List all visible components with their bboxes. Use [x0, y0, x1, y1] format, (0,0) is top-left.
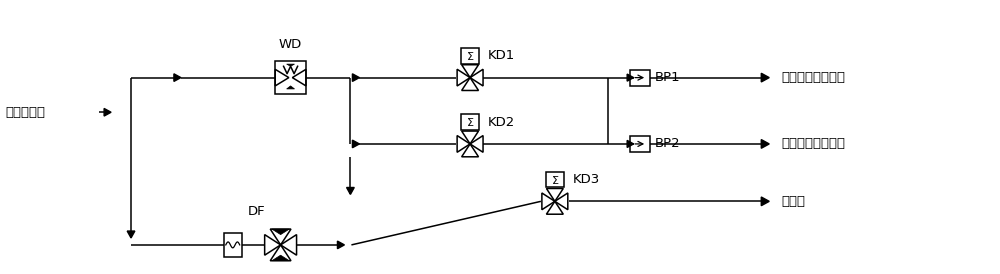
- Text: 放气端: 放气端: [781, 195, 805, 208]
- Polygon shape: [627, 140, 634, 147]
- Text: KD1: KD1: [488, 49, 515, 62]
- Text: WD: WD: [279, 38, 302, 52]
- Text: $\Sigma$: $\Sigma$: [551, 173, 559, 185]
- Bar: [224, 233, 242, 257]
- Text: KD3: KD3: [573, 173, 600, 186]
- Polygon shape: [352, 140, 359, 148]
- Bar: [461, 114, 479, 130]
- Bar: [275, 61, 306, 94]
- Polygon shape: [104, 109, 111, 116]
- Bar: [546, 172, 564, 187]
- Bar: [630, 136, 650, 152]
- Text: BP1: BP1: [655, 71, 680, 84]
- Bar: [461, 48, 479, 64]
- Text: $\Sigma$: $\Sigma$: [466, 50, 474, 62]
- Text: KD2: KD2: [488, 116, 515, 129]
- Polygon shape: [352, 74, 359, 81]
- Text: 连接器脱落输出端: 连接器脱落输出端: [781, 138, 845, 150]
- Bar: [630, 70, 650, 85]
- Polygon shape: [761, 73, 769, 82]
- Polygon shape: [272, 229, 289, 235]
- Text: $\Sigma$: $\Sigma$: [466, 116, 474, 128]
- Polygon shape: [337, 241, 344, 249]
- Polygon shape: [287, 86, 295, 89]
- Polygon shape: [127, 231, 135, 238]
- Polygon shape: [347, 187, 354, 195]
- Polygon shape: [761, 197, 769, 206]
- Polygon shape: [761, 139, 769, 148]
- Text: 连接器锁紧输出端: 连接器锁紧输出端: [781, 71, 845, 84]
- Text: BP2: BP2: [655, 138, 680, 150]
- Polygon shape: [174, 74, 181, 81]
- Polygon shape: [627, 74, 634, 81]
- Polygon shape: [287, 64, 295, 66]
- Text: DF: DF: [248, 205, 265, 218]
- Polygon shape: [272, 255, 289, 261]
- Text: 气源输入端: 气源输入端: [5, 106, 45, 119]
